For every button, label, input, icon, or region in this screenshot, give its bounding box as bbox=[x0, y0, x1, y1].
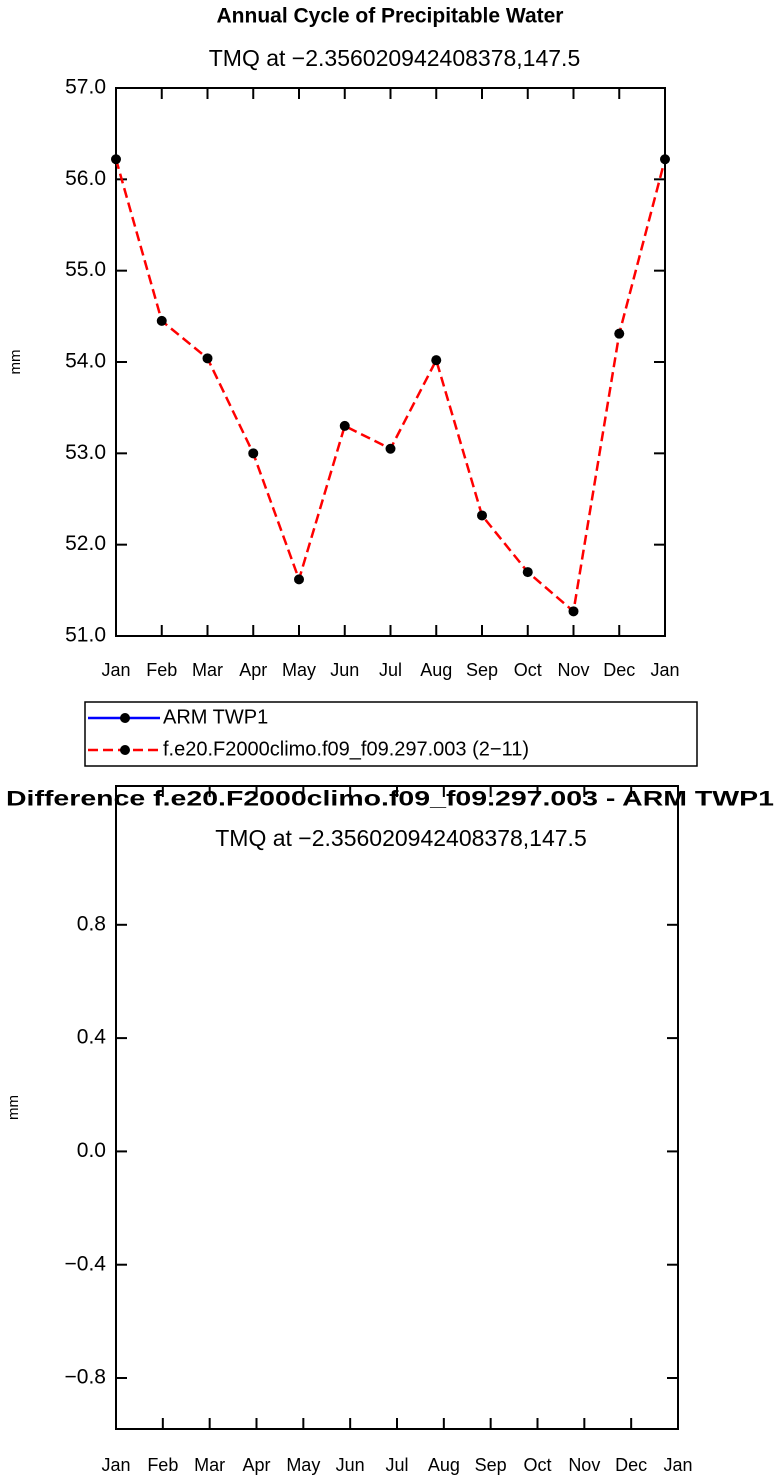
x-tick-label: Sep bbox=[466, 660, 498, 680]
y-tick-label: 51.0 bbox=[65, 624, 106, 647]
legend-marker bbox=[120, 713, 130, 723]
y-tick-label: 0.4 bbox=[77, 1026, 107, 1049]
marker bbox=[385, 443, 396, 454]
chart-subtitle: TMQ at −2.356020942408378,147.5 bbox=[209, 45, 581, 71]
plot-frame bbox=[115, 785, 679, 1430]
marker bbox=[248, 448, 259, 459]
x-tick-label: Mar bbox=[192, 660, 223, 680]
chart-title: Annual Cycle of Precipitable Water bbox=[217, 5, 564, 28]
marker bbox=[477, 510, 487, 521]
y-axis-label: mm bbox=[5, 1095, 22, 1120]
x-tick-label: Feb bbox=[147, 1455, 178, 1475]
marker bbox=[202, 353, 213, 364]
marker bbox=[660, 154, 670, 165]
y-tick-label: −0.8 bbox=[65, 1366, 106, 1389]
x-tick-label: May bbox=[282, 660, 316, 680]
marker bbox=[111, 154, 121, 165]
x-tick-label: Mar bbox=[194, 1455, 225, 1475]
series-line bbox=[114, 158, 667, 614]
y-tick-label: 57.0 bbox=[65, 76, 106, 99]
x-tick-label: Jun bbox=[336, 1455, 365, 1475]
x-tick-label: Aug bbox=[420, 660, 452, 680]
x-tick-label: Jun bbox=[330, 660, 359, 680]
x-tick-label: Nov bbox=[568, 1455, 600, 1475]
x-tick-label: Nov bbox=[557, 660, 589, 680]
y-tick-label: 54.0 bbox=[65, 350, 106, 373]
x-tick-label: Jan bbox=[650, 660, 679, 680]
x-tick-label: Sep bbox=[475, 1455, 507, 1475]
x-tick-label: Jan bbox=[663, 1455, 692, 1475]
marker bbox=[156, 315, 167, 326]
marker bbox=[339, 420, 350, 431]
x-tick-label: Aug bbox=[428, 1455, 460, 1475]
legend-marker bbox=[120, 745, 130, 755]
legend-box bbox=[84, 701, 698, 767]
x-tick-label: Feb bbox=[146, 660, 177, 680]
x-tick-label: Jan bbox=[101, 1455, 130, 1475]
chart-title: Difference f.e20.F2000climo.f09_f09.297.… bbox=[6, 788, 774, 811]
y-axis-label: mm bbox=[7, 350, 24, 375]
x-tick-label: Jul bbox=[379, 660, 402, 680]
x-tick-label: Jan bbox=[101, 660, 130, 680]
marker bbox=[568, 606, 579, 617]
y-tick-label: 0.0 bbox=[77, 1139, 106, 1162]
y-tick-label: 0.8 bbox=[77, 912, 106, 935]
y-tick-label: 55.0 bbox=[65, 258, 106, 281]
marker bbox=[294, 574, 304, 585]
x-tick-label: Oct bbox=[523, 1455, 551, 1475]
marker bbox=[522, 567, 533, 578]
y-tick-label: −0.4 bbox=[65, 1252, 107, 1275]
x-tick-label: May bbox=[286, 1455, 320, 1475]
x-tick-label: Apr bbox=[239, 660, 267, 680]
y-tick-label: 53.0 bbox=[65, 441, 106, 464]
x-tick-label: Apr bbox=[242, 1455, 270, 1475]
x-tick-label: Oct bbox=[514, 660, 542, 680]
y-tick-label: 52.0 bbox=[65, 532, 106, 555]
chart-subtitle: TMQ at −2.356020942408378,147.5 bbox=[215, 825, 587, 851]
y-tick-label: 56.0 bbox=[65, 167, 106, 190]
legend-label: ARM TWP1 bbox=[163, 706, 268, 728]
legend-label: f.e20.F2000climo.f09_f09.297.003 (2−11) bbox=[163, 738, 529, 760]
x-tick-label: Dec bbox=[615, 1455, 647, 1475]
x-tick-label: Jul bbox=[385, 1455, 408, 1475]
marker bbox=[431, 355, 442, 366]
x-tick-label: Dec bbox=[603, 660, 635, 680]
marker bbox=[614, 328, 625, 339]
